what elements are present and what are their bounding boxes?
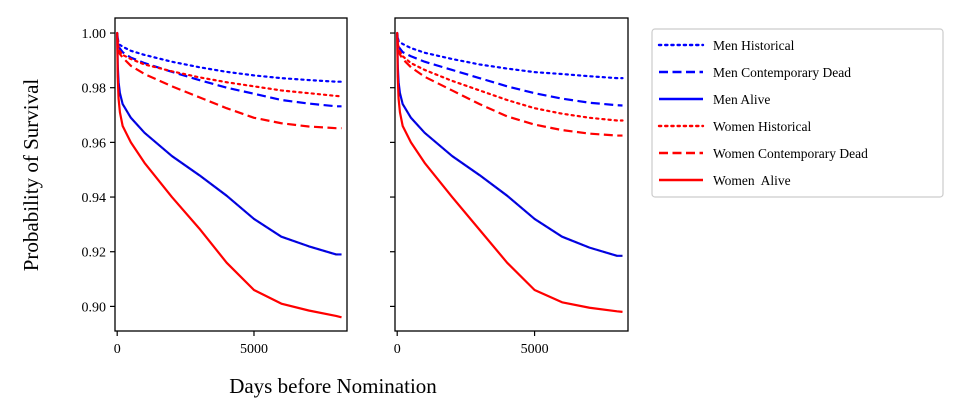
legend: Men Historical Men Contemporary Dead Men A…	[651, 28, 944, 198]
legend-label-women-alive: Women Alive	[713, 173, 791, 188]
y-tick-label: 0.96	[82, 136, 107, 151]
right-panel: 0 5000	[390, 17, 629, 357]
legend-label-men-historical: Men Historical	[713, 38, 795, 53]
series-line-women-alive-panel-1	[116, 33, 342, 319]
y-tick-label: 0.98	[82, 82, 107, 97]
legend-frame	[651, 28, 944, 198]
series-overlay-men-alive-panel-1	[116, 33, 342, 256]
series-line-men-contemporary-dead-panel-2	[396, 32, 623, 107]
series-line-women-historical-panel-1	[116, 31, 343, 98]
plot-frame-2	[394, 17, 629, 332]
series-line-men-alive-panel-2	[396, 33, 623, 257]
y-axis-label: Probability of Survival	[19, 79, 43, 272]
y-tick-label: 0.94	[82, 191, 107, 206]
x-tick-label: 0	[114, 342, 121, 357]
series-line-men-historical-panel-2	[396, 31, 624, 80]
legend-label-women-historical: Women Historical	[713, 119, 812, 134]
legend-label-men-alive: Men Alive	[713, 92, 770, 107]
x-axis-label: Days before Nomination	[229, 374, 437, 398]
plot-frame-1	[114, 17, 348, 332]
series-line-men-contemporary-dead-panel-1	[116, 32, 342, 108]
y-tick-label: 0.90	[82, 300, 107, 315]
x-tick-label: 5000	[521, 342, 549, 357]
legend-label-men-contemporary-dead: Men Contemporary Dead	[713, 65, 851, 80]
x-tick-label: 0	[394, 342, 401, 357]
series-line-women-historical-panel-2	[396, 31, 624, 122]
y-tick-label: 0.92	[82, 246, 107, 261]
series-line-women-contemporary-dead-panel-2	[396, 35, 623, 137]
series-line-men-historical-panel-1	[116, 31, 343, 83]
series-line-women-contemporary-dead-panel-1	[116, 35, 342, 130]
series-line-women-alive-panel-2	[396, 33, 623, 313]
legend-label-women-contemporary-dead: Women Contemporary Dead	[713, 146, 868, 161]
left-panel: 0.90 0.92 0.94 0.96 0.98 1.00 0 5000	[82, 17, 348, 357]
series-line-men-alive-panel-1	[116, 33, 342, 256]
x-tick-label: 5000	[240, 342, 268, 357]
series-overlay-men-alive-panel-2	[396, 33, 623, 257]
y-tick-label: 1.00	[82, 27, 107, 42]
